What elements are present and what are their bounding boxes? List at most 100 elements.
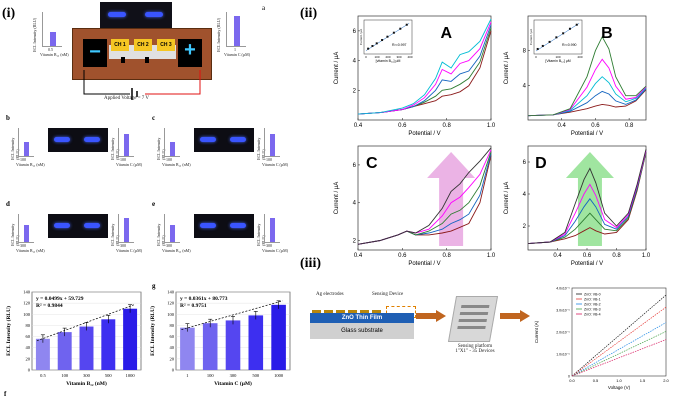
- x-tick-label: 1000: [126, 373, 136, 378]
- series-line: [527, 76, 647, 117]
- y-tick-label: 8: [523, 49, 527, 55]
- inset-r2: R²=0.990: [562, 43, 577, 47]
- ag-electrodes-label: Ag electrodes: [316, 292, 344, 297]
- mini-xlabel: Vitamin C (µM): [262, 248, 289, 253]
- y-tick-label: 80: [170, 323, 175, 328]
- x-tick-label: 100: [207, 373, 215, 378]
- mini-ylabel: ECL Intensity (RLU): [110, 223, 120, 246]
- y-tick-label: 2: [353, 239, 357, 245]
- iv-series-line: [571, 294, 667, 377]
- y-tick-label: 2: [523, 224, 527, 230]
- panel-letter: A: [440, 25, 452, 42]
- y-tick-label: 2: [353, 88, 357, 94]
- x-tick-label: 100: [61, 373, 69, 378]
- mini-bar-chart: ECL Intensity (RLU) 100 Vitamin C (µM): [256, 124, 292, 170]
- x-axis-label: Voltage (V): [608, 385, 631, 390]
- series-line: [527, 89, 647, 117]
- mini-bar-chart: ECL Intensity (RLU) 300 Vitamin B₁₂ (nM): [10, 210, 46, 256]
- y-tick-label: 140: [167, 290, 175, 295]
- x-tick-label: 0.4: [354, 253, 363, 259]
- y-axis-label: ECL Intensity (RLU): [149, 306, 156, 356]
- y-tick-label: 120: [23, 301, 31, 306]
- legend-label: ZnO: VB-4: [584, 312, 601, 316]
- mini-bar: [24, 142, 29, 156]
- mini-tick: 300: [120, 243, 126, 248]
- mini-ylabel: ECL Intensity (RLU): [256, 223, 266, 246]
- equation-label: y = 0.0499x + 59.729: [36, 296, 84, 302]
- x-axis-label: Potential / V: [571, 131, 603, 137]
- x-tick-label: 0.4: [354, 123, 363, 129]
- panel-letter: C: [366, 155, 378, 172]
- plot-frame: [357, 145, 492, 251]
- inset-x-tick: 0: [365, 55, 367, 59]
- inset-point: [536, 47, 539, 50]
- series-line: [527, 150, 647, 245]
- up-arrow-icon: [427, 152, 476, 246]
- iv-series-line: [571, 306, 667, 377]
- series-line: [527, 152, 647, 245]
- x-tick-label: 500: [252, 373, 259, 378]
- y-axis-label: Current / µA: [504, 52, 510, 84]
- sensing-platform-image: [447, 296, 499, 342]
- legend-label: ZnO: VB-3: [584, 307, 601, 311]
- x-tick-label: 300: [230, 373, 238, 378]
- panel-label-ii: (ii): [300, 6, 318, 21]
- panel-label-c: c: [152, 114, 156, 122]
- x-tick-label: 0.6: [583, 253, 592, 259]
- mini-xlabel: Vitamin C (µM): [262, 162, 289, 167]
- mini-xlabel: Vitamin B₁₂ (nM): [162, 248, 191, 253]
- y-tick-label: 1.0x10⁻⁶: [556, 353, 570, 357]
- y-tick-label: 140: [23, 290, 31, 295]
- series-line: [527, 150, 647, 245]
- y-tick-label: 4: [523, 83, 527, 89]
- x-tick-label: 0.5: [40, 373, 46, 378]
- y-tick-label: 6: [353, 163, 357, 169]
- panel-label-f: f: [4, 390, 7, 398]
- inset-point: [541, 44, 544, 47]
- applied-voltage-label: Applied Voltage = 7 V: [104, 96, 150, 101]
- inset-r2: R²=0.997: [392, 43, 407, 47]
- mini-xlabel: Vitamin C (µM): [116, 248, 143, 253]
- inset-point: [392, 31, 395, 34]
- x-tick-label: 1: [186, 373, 188, 378]
- cv-chart-d: 0.4 0.6 0.8 1.0 2 4 6 Potential / V Current / µA…: [504, 145, 650, 267]
- y-tick-label: 0: [172, 368, 175, 373]
- x-tick-label: 0.6: [398, 123, 407, 129]
- y-axis-label: Current / µA: [334, 52, 340, 84]
- bar: [123, 308, 138, 370]
- mini-ylabel: ECL Intensity (RLU): [156, 137, 166, 160]
- y-tick-label: 60: [170, 334, 175, 339]
- x-tick-label: 0.8: [442, 123, 451, 129]
- panel-label-g: g: [152, 282, 156, 290]
- ecl-camera-image-top: [100, 2, 172, 28]
- zno-layer: ZnO Thin Film: [310, 313, 414, 323]
- legend-label: ZnO: VB-2: [584, 302, 601, 306]
- negative-electrode: −: [83, 39, 107, 67]
- bar: [180, 327, 195, 370]
- mini-ylabel: ECL Intensity (RLU): [256, 137, 266, 160]
- x-tick-label: 1.0: [616, 378, 622, 383]
- inset-point: [575, 23, 578, 26]
- inset-point: [375, 42, 378, 45]
- bar: [101, 319, 116, 370]
- channel-2: CH 2: [134, 39, 152, 51]
- mini-bar-c: ECL Intensity (RLU) 1 Vitamin C (µM): [214, 6, 264, 60]
- bar: [271, 304, 286, 370]
- equation-label: y = 0.0361x + 80.773: [180, 296, 228, 302]
- cv-chart-c: 0.4 0.6 0.8 1.0 2 4 6 Potential / V Current / µA…: [334, 145, 495, 267]
- y-tick-label: 6: [523, 160, 527, 166]
- inset-point: [371, 45, 374, 48]
- inset-point: [555, 36, 558, 39]
- mini-bar-chart: ECL Intensity (RLU) 100 Vitamin B₁₂ (nM): [10, 124, 46, 170]
- sensing-device-label: Sensing Device: [372, 292, 404, 297]
- y-tick-label: 4: [353, 59, 357, 65]
- panel-label-i: (i): [2, 6, 16, 21]
- inset-x-tick: 300: [396, 55, 401, 59]
- inset-x-tick: 0: [535, 55, 537, 59]
- mini-bar-chart: ECL Intensity (RLU) 300 Vitamin C (µM): [110, 210, 146, 256]
- r2-label: R² = 0.9844: [36, 303, 63, 309]
- x-tick-label: 0.6: [591, 123, 600, 129]
- iv-series-line: [571, 339, 667, 377]
